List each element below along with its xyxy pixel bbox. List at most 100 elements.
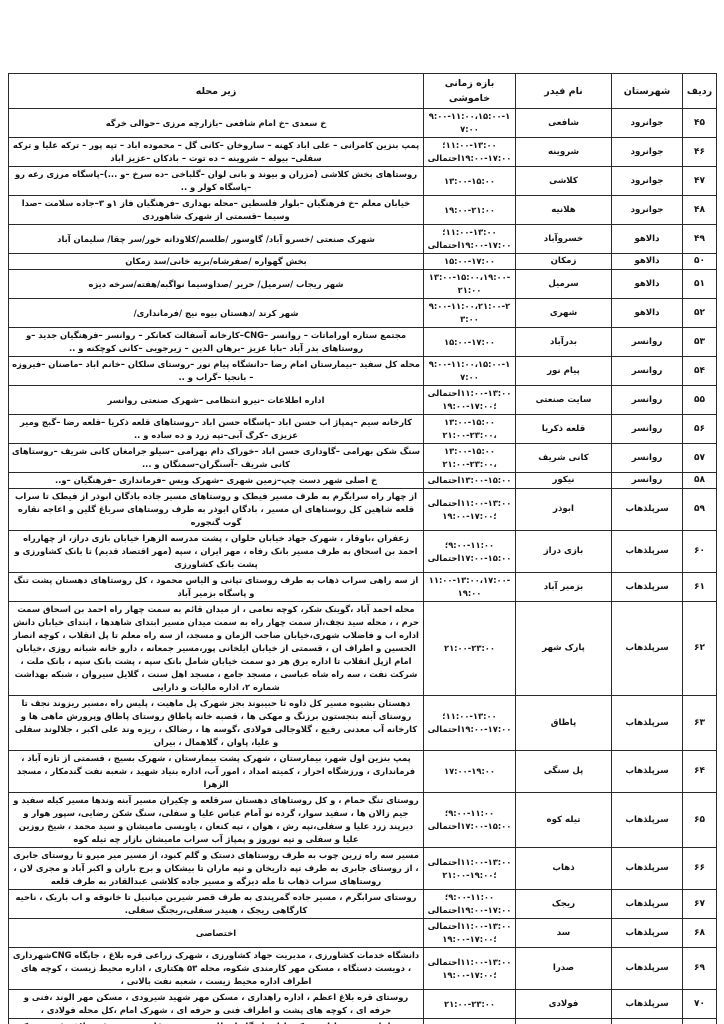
feeder-cell: سد (515, 918, 612, 948)
area-cell: بخش گهواره /صفرشاه/بریه خانی/سد زمکان (8, 253, 424, 270)
county-cell: سرپلذهاب (611, 488, 683, 531)
time-cell: ۱۱:۰۰-۱۳:۰۰؛۱۷:۰۰-۱۹:۰۰احتمالی (423, 695, 516, 751)
outage-schedule-table: ردیف شهرستان نام فیدر بازه زمانی خاموشی … (8, 73, 717, 1024)
county-cell: روانسر (611, 327, 683, 357)
header-feeder-name: نام فیدر (515, 73, 612, 109)
row-number-cell: ۷۰ (682, 989, 717, 1019)
feeder-cell: کانی شریف (515, 443, 612, 473)
header-row-number: ردیف (682, 73, 717, 109)
feeder-cell: شافعی (515, 108, 612, 138)
area-cell: روستاهای هنیدر علیا ، ریجک علیا ، پاسگاه… (8, 1018, 424, 1024)
county-cell: دالاهو (611, 269, 683, 299)
row-number-cell: ۵۱ (682, 269, 717, 299)
feeder-cell: ابوذر (515, 488, 612, 531)
time-cell: ۱۱:۰۰-۱۳:۰۰احتمالی؛۱۷:۰۰-۱۹:۰۰ (423, 947, 516, 990)
time-cell: ۹:۰۰-۱۱:۰۰؛۱۷:۰۰-۱۹:۰۰احتمالی (423, 889, 516, 919)
county-cell: جوانرود (611, 195, 683, 225)
table-row: ۴۸ جوانرود هلانیه ۱۹:۰۰-۲۱:۰۰ خیابان معلم –خ… (8, 195, 717, 225)
row-number-cell: ۶۰ (682, 530, 717, 573)
county-cell: دالاهو (611, 253, 683, 270)
row-number-cell: ۴۵ (682, 108, 717, 138)
time-cell: ۱۱:۰۰-۱۳:۰۰احتمالی؛۱۹:۰۰-۲۱:۰۰ (423, 847, 516, 890)
feeder-cell: شروینه (515, 137, 612, 167)
area-cell: مجتمع ستاره اوراماتات – روانسر –CNG–کارخ… (8, 327, 424, 357)
table-row: ۴۶ جوانرود شروینه ۱۱:۰۰-۱۳:۰۰؛۱۷:۰۰-۱۹:۰۰اح… (8, 137, 717, 167)
time-cell: ۱۳:۰۰-۱۵:۰۰،۱۹:۰۰-۲۱:۰۰ (423, 269, 516, 299)
area-cell: دهستان بشیوه مسیر کل داوه تا حبیبوند بجز… (8, 695, 424, 751)
county-cell: دالاهو (611, 298, 683, 328)
feeder-cell: قراویز (515, 1018, 612, 1024)
time-cell: ۱۳:۰۰-۱۵:۰۰ ،۲۱:۰۰-۲۳:۰۰ (423, 443, 516, 473)
table-row: ۶۷ سرپلذهاب ریجک ۹:۰۰-۱۱:۰۰؛۱۷:۰۰-۱۹:۰۰احتم… (8, 889, 717, 919)
table-row: ۵۹ سرپلذهاب ابوذر ۱۱:۰۰-۱۳:۰۰احتمالی؛۱۷:۰۰-… (8, 488, 717, 531)
table-row: ۶۳ سرپلذهاب پاطاق ۱۱:۰۰-۱۳:۰۰؛۱۷:۰۰-۱۹:۰۰اح… (8, 695, 717, 751)
time-cell: ۱۳:۰۰-۱۵:۰۰ ،۲۱:۰۰-۲۳:۰۰ (423, 414, 516, 444)
county-cell: سرپلذهاب (611, 601, 683, 696)
time-cell: ۹:۰۰-۱۱:۰۰،۱۹:۰۰-۲۱:۰۰ (423, 1018, 516, 1024)
area-cell: زعفران ،باوقار ، شهرک جهاد خیابان حلوان … (8, 530, 424, 573)
table-row: ۶۶ سرپلذهاب ذهاب ۱۱:۰۰-۱۳:۰۰احتمالی؛۱۹:۰۰-۲… (8, 847, 717, 890)
feeder-cell: سرمیل (515, 269, 612, 299)
area-cell: روستای قره بلاغ اعظم ، اداره راهداری ، م… (8, 989, 424, 1019)
row-number-cell: ۴۶ (682, 137, 717, 167)
county-cell: سرپلذهاب (611, 572, 683, 602)
table-row: ۵۲ دالاهو شهری ۹:۰۰-۱۱:۰۰،۲۱:۰۰-۲۳:۰۰ شهر کر… (8, 298, 717, 328)
feeder-cell: پیام نور (515, 356, 612, 386)
table-row: ۶۵ سرپلذهاب تیله کوه ۹:۰۰-۱۱:۰۰؛۱۵:۰۰-۱۷:۰۰… (8, 792, 717, 848)
header-county: شهرستان (611, 73, 683, 109)
time-cell: ۹:۰۰-۱۱:۰۰،۱۵:۰۰-۱۷:۰۰ (423, 108, 516, 138)
row-number-cell: ۶۴ (682, 750, 717, 793)
row-number-cell: ۵۴ (682, 356, 717, 386)
county-cell: روانسر (611, 443, 683, 473)
feeder-cell: قلعه ذکریا (515, 414, 612, 444)
row-number-cell: ۵۳ (682, 327, 717, 357)
area-cell: اختصاصی (8, 918, 424, 948)
table-row: ۵۸ روانسر نیکور ۱۳:۰۰-۱۵:۰۰احتمالی خ اصلی شه… (8, 472, 717, 489)
county-cell: روانسر (611, 472, 683, 489)
row-number-cell: ۵۶ (682, 414, 717, 444)
time-cell: ۱۳:۰۰-۱۵:۰۰ (423, 166, 516, 196)
time-cell: ۹:۰۰-۱۱:۰۰؛۱۵:۰۰-۱۷:۰۰احتمالی (423, 792, 516, 848)
county-cell: سرپلذهاب (611, 947, 683, 990)
time-cell: ۲۱:۰۰-۲۳:۰۰ (423, 601, 516, 696)
feeder-cell: سایت صنعتی (515, 385, 612, 415)
row-number-cell: ۷۱ (682, 1018, 717, 1024)
header-sub-neighborhood: زیر محله (8, 73, 424, 109)
table-row: ۶۱ سرپلذهاب بزمیر آباد ۱۱:۰۰-۱۳:۰۰،۱۷:۰۰-۱۹… (8, 572, 717, 602)
time-cell: ۱۱:۰۰-۱۳:۰۰؛۱۷:۰۰-۱۹:۰۰احتمالی (423, 137, 516, 167)
time-cell: ۹:۰۰-۱۱:۰۰،۱۵:۰۰-۱۷:۰۰ (423, 356, 516, 386)
table-row: ۷۰ سرپلذهاب فولادی ۲۱:۰۰-۲۳:۰۰ روستای قره بل… (8, 989, 717, 1019)
row-number-cell: ۵۰ (682, 253, 717, 270)
header-outage-time: بازه زمانی خاموشی (423, 73, 516, 109)
table-row: ۷۱سرپلذهابقراویز۹:۰۰-۱۱:۰۰،۱۹:۰۰-۲۱:۰۰رو… (8, 1018, 717, 1024)
area-cell: از سه راهی سراب ذهاب به طرف روستای تپانی… (8, 572, 424, 602)
area-cell: سنگ شکن بهرامی –گاوداری حسن اباد –خوراک … (8, 443, 424, 473)
time-cell: ۱۱:۰۰-۱۳:۰۰؛۱۷:۰۰-۱۹:۰۰احتمالی (423, 224, 516, 254)
county-cell: روانسر (611, 414, 683, 444)
time-cell: ۱۵:۰۰-۱۷:۰۰ (423, 253, 516, 270)
area-cell: شهر کرند /دهستان بیوه نیج /فرمانداری/ (8, 298, 424, 328)
area-cell: اداره اطلاعات –نیرو انتظامی –شهرک صنعتی … (8, 385, 424, 415)
table-row: ۵۷ روانسر کانی شریف ۱۳:۰۰-۱۵:۰۰ ،۲۱:۰۰-۲۳:۰… (8, 443, 717, 473)
header-row: ردیف شهرستان نام فیدر بازه زمانی خاموشی … (8, 73, 717, 109)
feeder-cell: هلانیه (515, 195, 612, 225)
feeder-cell: خسروآباد (515, 224, 612, 254)
feeder-cell: زمکان (515, 253, 612, 270)
county-cell: سرپلذهاب (611, 918, 683, 948)
table-row: ۵۱ دالاهو سرمیل ۱۳:۰۰-۱۵:۰۰،۱۹:۰۰-۲۱:۰۰ شهر … (8, 269, 717, 299)
area-cell: خ اصلی شهر دست چپ–زمین شهری –شهرک ویس –ف… (8, 472, 424, 489)
time-cell: ۱۹:۰۰-۲۱:۰۰ (423, 195, 516, 225)
table-row: ۵۶ روانسر قلعه ذکریا ۱۳:۰۰-۱۵:۰۰ ،۲۱:۰۰-۲۳:… (8, 414, 717, 444)
area-cell: محله احمد آباد ،گوینک شکر، کوچه نعامی ، … (8, 601, 424, 696)
area-cell: خیابان معلم –خ فرهنگیان –بلوار فلسطین –م… (8, 195, 424, 225)
time-cell: ۱۱:۰۰-۱۳:۰۰احتمالی؛۱۷:۰۰-۱۹:۰۰ (423, 918, 516, 948)
county-cell: دالاهو (611, 224, 683, 254)
time-cell: ۲۱:۰۰-۲۳:۰۰ (423, 989, 516, 1019)
row-number-cell: ۴۹ (682, 224, 717, 254)
area-cell: پمپ بنزین کامرانی – علی اباد کهنه – سارو… (8, 137, 424, 167)
table-row: ۶۴ سرپلذهاب پل سنگی ۱۷:۰۰-۱۹:۰۰ پمپ بنزین او… (8, 750, 717, 793)
row-number-cell: ۶۷ (682, 889, 717, 919)
county-cell: سرپلذهاب (611, 1018, 683, 1024)
row-number-cell: ۵۲ (682, 298, 717, 328)
